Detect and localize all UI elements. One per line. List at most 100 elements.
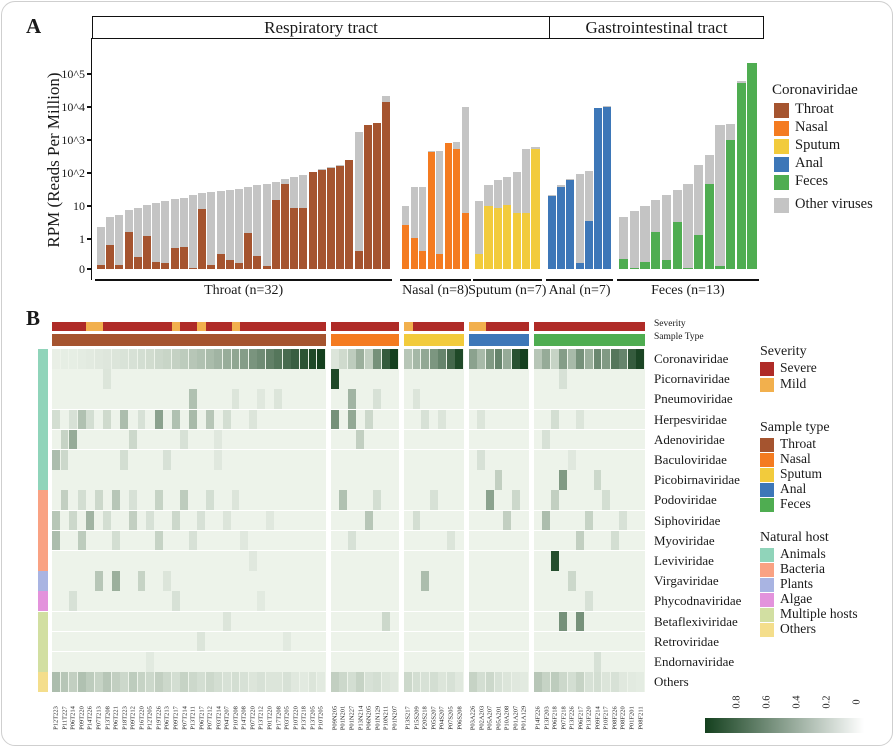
bar-coronaviridae-throat [179, 246, 188, 269]
bar-coronaviridae-nasal [427, 151, 435, 269]
heatmap-cell [438, 349, 447, 369]
heatmap-cell [223, 349, 231, 369]
heatmap-group-bg [404, 409, 464, 430]
column-id-label: P10A208 [503, 705, 511, 731]
bar-coronaviridae-throat [170, 248, 179, 269]
y-axis-tick-label: 10 [73, 199, 85, 213]
heatmap-cell [205, 490, 214, 510]
y-axis-tick-label: 10^2 [61, 166, 85, 180]
group-axis-line [95, 279, 393, 282]
heatmap-cell [274, 389, 283, 409]
severity-annotation-cell [503, 322, 512, 331]
y-axis-tick-label: 10^4 [61, 100, 85, 114]
severity-annotation-cell [610, 322, 620, 331]
heatmap-group-bg [468, 551, 529, 571]
heatmap-cell [477, 349, 486, 369]
column-id-label: P01N201 [339, 705, 347, 731]
bar-total-nasal [436, 151, 444, 269]
heatmap-cell [291, 672, 300, 692]
heatmap-cell [347, 530, 356, 551]
heatmap-cell [52, 450, 60, 470]
heatmap-cell [188, 530, 197, 551]
severity-annotation-cell [205, 322, 215, 331]
heatmap-group-bg [52, 631, 326, 652]
group-axis-line [473, 279, 542, 282]
other-viruses-legend-swatch [774, 198, 789, 213]
column-id-label: P09T212 [129, 706, 137, 730]
bar-coronaviridae-anal [548, 196, 556, 269]
bar-total-throat [235, 188, 243, 269]
heatmap-cell [364, 510, 373, 531]
heatmap-cell [171, 510, 180, 531]
bar-total-throat [253, 185, 262, 269]
heatmap-cell [103, 510, 112, 531]
severity-annotation-cell [52, 322, 61, 331]
heatmap-row-label: Endornaviridae [654, 654, 735, 669]
heatmap-cell [511, 672, 520, 692]
heatmap-cell [299, 349, 308, 369]
heatmap-cell [627, 349, 636, 369]
heatmap-cell [120, 349, 129, 369]
heatmap-cell [86, 510, 95, 531]
bar-coronaviridae-feces [619, 258, 629, 269]
column-id-label: P01A129 [520, 705, 528, 731]
heatmap-cell [171, 591, 180, 611]
bar-coronaviridae-nasal [461, 213, 469, 269]
column-id-label: P19T226 [155, 706, 163, 730]
heatmap-cell [52, 349, 60, 369]
heatmap-cell [550, 409, 559, 430]
severity-annotation-cell [533, 322, 543, 331]
heatmap-group-bg [533, 369, 645, 389]
heatmap-group-bg [52, 470, 326, 490]
severity-annotation-cell [180, 322, 190, 331]
column-id-label: P07T220 [249, 706, 257, 730]
severity-annotation-cell [455, 322, 465, 331]
group-axis-line [546, 279, 614, 282]
heatmap-group-bg [533, 652, 645, 672]
heatmap-group-bg [52, 551, 326, 571]
heatmap-cell [520, 349, 529, 369]
bar-coronaviridae-nasal [436, 254, 444, 269]
bar-coronaviridae-throat [235, 263, 243, 269]
heatmap-cell [550, 672, 559, 692]
heatmap-group-bg [52, 369, 326, 389]
severity-annotation-cell [585, 322, 594, 331]
heatmap-cell [455, 349, 464, 369]
heatmap-group-bg [533, 571, 645, 591]
bar-coronaviridae-feces [704, 184, 714, 269]
heatmap-cell [94, 571, 103, 591]
heatmap-group-bg [52, 490, 326, 510]
heatmap-cell [180, 349, 189, 369]
heatmap-group-bg [533, 429, 645, 450]
heatmap-cell [265, 349, 274, 369]
severity-annotation-cell [364, 322, 374, 331]
heatmap-group-bg [330, 631, 399, 652]
severity-annotation-cell [171, 322, 181, 331]
heatmap-cell [559, 369, 568, 389]
heatmap-cell [120, 409, 129, 430]
group-axis-line [400, 279, 471, 282]
severity-annotation-cell [188, 322, 198, 331]
heatmap-cell [533, 349, 542, 369]
heatmap-cell [188, 409, 197, 430]
severity-mild-swatch [760, 378, 774, 392]
severity-annotation-cell [154, 322, 164, 331]
heatmap-cell [197, 510, 206, 531]
heatmap-cell [477, 450, 486, 470]
heatmap-group-bg [52, 611, 326, 632]
heatmap-group-bg [52, 450, 326, 470]
bar-total-throat [354, 132, 363, 269]
column-id-label: P08F211 [637, 706, 645, 730]
bar-coronaviridae-feces [747, 63, 757, 269]
heatmap-cell [180, 490, 189, 510]
heatmap-cell [347, 409, 356, 430]
heatmap-cell [52, 672, 60, 692]
severity-severe-label: Severe [780, 360, 817, 375]
heatmap-cell [257, 389, 266, 409]
heatmap-cell [602, 349, 611, 369]
heatmap-cell [533, 672, 542, 692]
heatmap-group-bg [404, 429, 464, 450]
bar-coronaviridae-sputum [503, 204, 512, 269]
heatmap-group-bg [330, 429, 399, 450]
column-id-label: P04S207 [438, 706, 446, 730]
